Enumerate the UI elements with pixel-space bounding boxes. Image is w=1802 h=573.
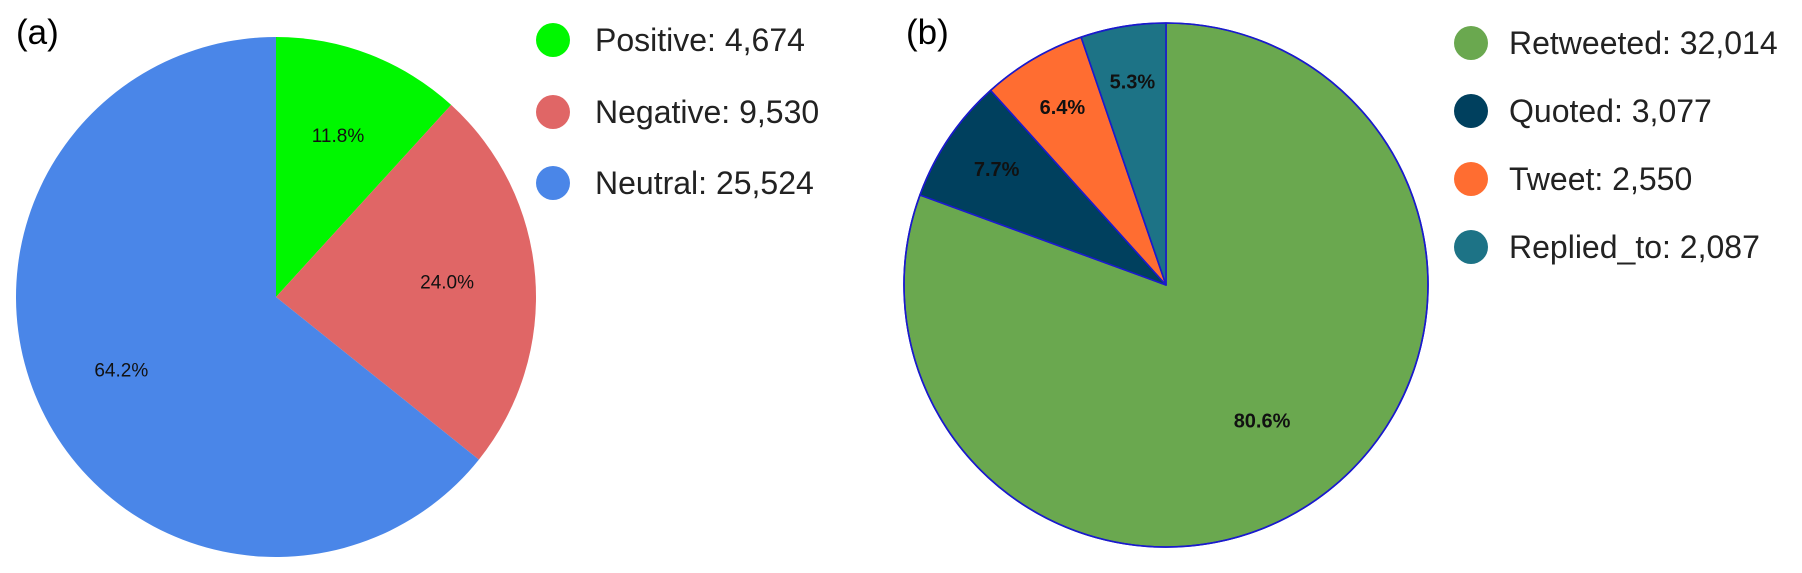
- pie-slices-a: [16, 37, 536, 557]
- legend-entry: Tweet: 2,550: [1454, 161, 1692, 197]
- legend-entry: Negative: 9,530: [536, 94, 819, 130]
- pie-slices-b: [903, 22, 1429, 548]
- pie-chart-sentiment: (a) 11.8% 24.0% 64.2% Positive: 4,674 Nega…: [16, 13, 819, 557]
- legend-entry: Retweeted: 32,014: [1454, 25, 1778, 61]
- panel-label-b: (b): [906, 13, 949, 52]
- legend-entry: Quoted: 3,077: [1454, 93, 1712, 129]
- pie-outline: [903, 22, 1429, 548]
- legend-entry: Positive: 4,674: [536, 22, 805, 58]
- legend-swatch-tweet: [1454, 162, 1488, 196]
- legend-a: Positive: 4,674 Negative: 9,530 Neutral:…: [536, 22, 819, 201]
- legend-label-neutral: Neutral: 25,524: [595, 165, 814, 201]
- legend-swatch-negative: [536, 95, 570, 129]
- pie-percent-labels-a: 11.8% 24.0% 64.2%: [94, 126, 474, 381]
- pie-percent-label-positive: 11.8%: [312, 126, 365, 147]
- pie-percent-label-negative: 24.0%: [420, 273, 474, 294]
- legend-swatch-positive: [536, 23, 570, 57]
- legend-swatch-retweeted: [1454, 26, 1488, 60]
- legend-label-negative: Negative: 9,530: [595, 94, 819, 130]
- pie-slice-neutral: [16, 37, 479, 557]
- legend-label-replied-to: Replied_to: 2,087: [1509, 229, 1760, 265]
- pie-percent-label-replied-to: 5.3%: [1110, 72, 1156, 94]
- legend-label-positive: Positive: 4,674: [595, 22, 805, 58]
- panel-label-a: (a): [16, 13, 59, 52]
- pie-percent-label-retweeted: 80.6%: [1234, 411, 1291, 433]
- pie-percent-label-quoted: 7.7%: [974, 159, 1020, 181]
- pie-percent-labels-b: 80.6% 7.7% 6.4% 5.3%: [974, 72, 1291, 433]
- legend-entry: Neutral: 25,524: [536, 165, 814, 201]
- legend-label-tweet: Tweet: 2,550: [1509, 161, 1692, 197]
- legend-swatch-replied-to: [1454, 230, 1488, 264]
- legend-label-quoted: Quoted: 3,077: [1509, 93, 1712, 129]
- legend-b: Retweeted: 32,014 Quoted: 3,077 Tweet: 2…: [1454, 25, 1778, 265]
- legend-swatch-quoted: [1454, 94, 1488, 128]
- legend-swatch-neutral: [536, 166, 570, 200]
- legend-label-retweeted: Retweeted: 32,014: [1509, 25, 1778, 61]
- pie-chart-tweet-type: (b) 80.6% 7.7% 6.4% 5.3% Retweeted: 32,014 …: [903, 13, 1778, 548]
- legend-entry: Replied_to: 2,087: [1454, 229, 1760, 265]
- pie-slice-negative: [276, 104, 536, 460]
- pie-percent-label-neutral: 64.2%: [94, 360, 148, 381]
- pie-percent-label-tweet: 6.4%: [1040, 97, 1086, 119]
- pie-slice-positive: [276, 37, 452, 297]
